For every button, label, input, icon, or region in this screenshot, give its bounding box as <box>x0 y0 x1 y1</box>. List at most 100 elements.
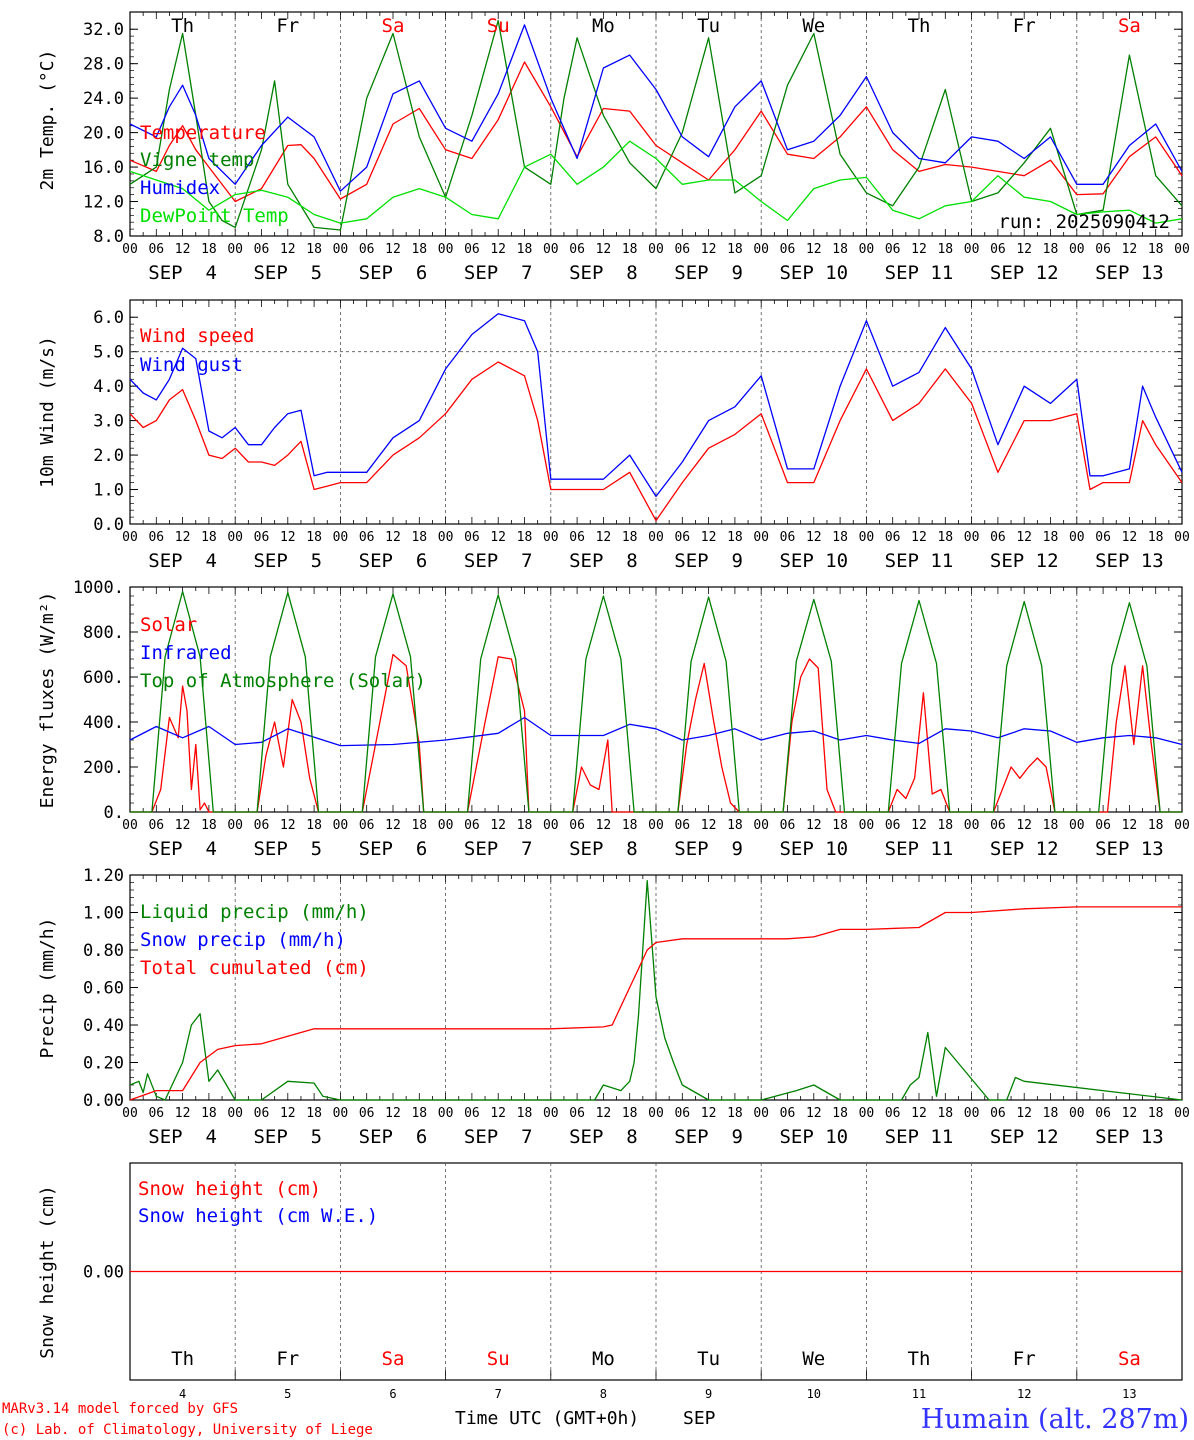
day-name: Su <box>487 15 510 37</box>
x-tick-label: 12 <box>385 1106 401 1121</box>
x-tick-label: 18 <box>306 818 322 833</box>
x-tick-label: 06 <box>674 818 690 833</box>
x-tick-label: 12 <box>385 530 401 545</box>
x-tick-label: 00 <box>753 1106 769 1121</box>
x-tick-label: 00 <box>964 530 980 545</box>
x-tick-label: 18 <box>727 242 743 257</box>
legend-entry: Wind speed <box>140 325 254 347</box>
x-tick-label: 06 <box>254 242 270 257</box>
x-tick-label: 00 <box>1069 530 1085 545</box>
x-tick-label: 00 <box>1174 818 1190 833</box>
x-date-label: SEP 7 <box>464 838 533 860</box>
y-tick-label: 12.0 <box>83 193 124 213</box>
x-date-label: SEP 11 <box>885 838 954 860</box>
x-tick-label: 06 <box>569 818 585 833</box>
x-date-label: SEP 13 <box>1095 262 1164 284</box>
x-tick-label: 06 <box>569 530 585 545</box>
x-tick-label: 00 <box>543 530 559 545</box>
x-tick-label: 00 <box>122 242 138 257</box>
x-tick-label: 18 <box>411 530 427 545</box>
footer-model: MARv3.14 model forced by GFS <box>2 1401 238 1417</box>
footer-time-label: Time UTC (GMT+0h) <box>455 1408 639 1429</box>
x-tick-label: 00 <box>227 242 243 257</box>
legend-entry: Liquid precip (mm/h) <box>140 901 369 923</box>
x-tick-label: 06 <box>148 242 164 257</box>
x-tick-label: 12 <box>1016 530 1032 545</box>
x-tick-label: 06 <box>464 818 480 833</box>
x-tick-label: 12 <box>280 1106 296 1121</box>
legend-entry: Wind gust <box>140 354 243 376</box>
x-tick-label: 00 <box>122 1106 138 1121</box>
x-tick-label: 00 <box>333 818 349 833</box>
x-tick-label: 18 <box>1043 1106 1059 1121</box>
x-tick-label: 06 <box>254 1106 270 1121</box>
x-date-label: SEP 5 <box>253 550 322 572</box>
x-date-label: SEP 12 <box>990 550 1059 572</box>
series-line <box>129 906 1182 1101</box>
y-tick-label: 8.0 <box>93 227 124 247</box>
x-tick-label: 00 <box>227 1106 243 1121</box>
x-tick-label: 18 <box>832 1106 848 1121</box>
x-tick-label: 06 <box>780 1106 796 1121</box>
y-axis-label: Snow height (cm) <box>37 1185 58 1358</box>
x-day-number: 8 <box>600 1387 607 1401</box>
x-date-label: SEP 8 <box>569 838 638 860</box>
y-axis-label: Precip (mm/h) <box>37 918 58 1059</box>
x-tick-label: 12 <box>490 818 506 833</box>
day-name: Sa <box>382 15 405 37</box>
y-tick-label: 1.20 <box>83 866 124 886</box>
footer: MARv3.14 model forced by GFS (c) Lab. of… <box>2 1401 1189 1438</box>
x-tick-label: 06 <box>569 1106 585 1121</box>
footer-month: SEP <box>683 1408 716 1429</box>
y-tick-label: 0. <box>104 803 124 823</box>
day-name: Th <box>908 15 931 37</box>
day-name: Fr <box>276 1348 299 1370</box>
x-day-number: 7 <box>495 1387 502 1401</box>
x-tick-label: 12 <box>806 818 822 833</box>
series-line <box>129 140 1183 224</box>
series-line <box>129 716 1183 747</box>
x-tick-label: 06 <box>464 530 480 545</box>
x-tick-label: 12 <box>701 1106 717 1121</box>
x-date-label: SEP 8 <box>569 1126 638 1148</box>
x-tick-label: 00 <box>753 530 769 545</box>
footer-credit: (c) Lab. of Climatology, University of L… <box>2 1422 373 1438</box>
x-tick-label: 00 <box>753 242 769 257</box>
x-tick-label: 12 <box>701 530 717 545</box>
x-day-number: 5 <box>284 1387 291 1401</box>
x-date-label: SEP 13 <box>1095 838 1164 860</box>
x-date-label: SEP 10 <box>779 550 848 572</box>
x-tick-label: 00 <box>438 818 454 833</box>
x-tick-label: 06 <box>674 1106 690 1121</box>
x-tick-label: 12 <box>596 530 612 545</box>
x-tick-label: 12 <box>280 530 296 545</box>
x-tick-label: 18 <box>622 530 638 545</box>
x-tick-label: 18 <box>622 818 638 833</box>
legend-entry: Snow height (cm W.E.) <box>138 1205 378 1227</box>
x-tick-label: 06 <box>1095 242 1111 257</box>
y-tick-label: 16.0 <box>83 158 124 178</box>
y-tick-label: 800. <box>83 623 124 643</box>
x-tick-label: 12 <box>911 1106 927 1121</box>
x-date-label: SEP 6 <box>359 838 428 860</box>
plot-frame <box>129 11 1183 237</box>
panels: 00 06 12 18 00 06 12 18 00 06 12 18 00 06 12 18 00 06 12 18… <box>37 11 1190 1401</box>
x-tick-label: 06 <box>885 818 901 833</box>
x-tick-label: 00 <box>753 818 769 833</box>
chart-panel-4: 00 06 12 18 00 06 12 18 00 06 12 18 00 06 12 18 00 06 12 18… <box>37 866 1190 1148</box>
x-tick-label: 12 <box>701 242 717 257</box>
day-name: Fr <box>1013 1348 1036 1370</box>
x-tick-label: 12 <box>596 818 612 833</box>
x-tick-label: 00 <box>333 1106 349 1121</box>
x-tick-label: 06 <box>254 818 270 833</box>
legend-entry: Humidex <box>140 177 220 199</box>
x-tick-label: 06 <box>780 242 796 257</box>
x-date-label: SEP 13 <box>1095 550 1164 572</box>
x-tick-label: 06 <box>148 530 164 545</box>
x-date-label: SEP 11 <box>885 262 954 284</box>
x-date-label: SEP 10 <box>779 262 848 284</box>
x-tick-label: 06 <box>569 242 585 257</box>
x-tick-label: 06 <box>464 242 480 257</box>
x-tick-label: 12 <box>280 242 296 257</box>
